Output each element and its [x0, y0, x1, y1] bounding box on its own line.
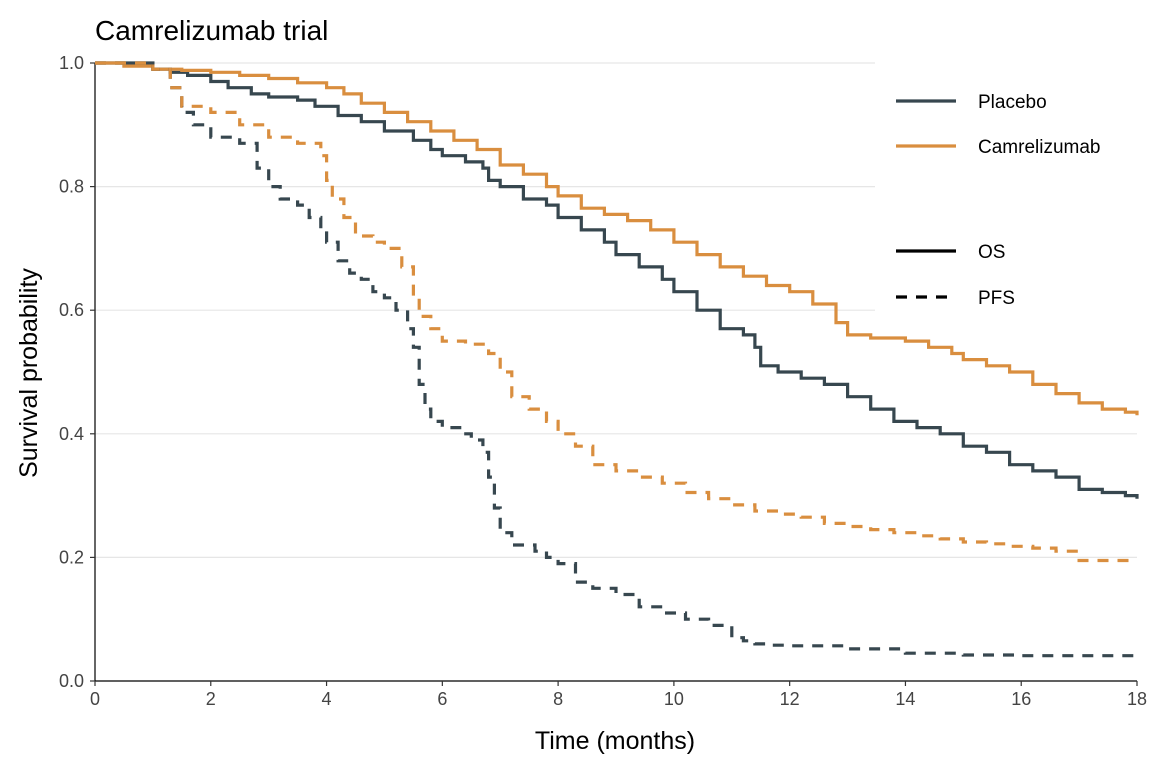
- x-tick-label-0: 0: [90, 689, 100, 709]
- y-axis-title: Survival probability: [15, 268, 43, 478]
- legend-label-os: OS: [978, 242, 1005, 263]
- x-tick-label-1: 2: [206, 689, 216, 709]
- legend: Placebo Camrelizumab OS PFS: [875, 55, 1145, 315]
- x-tick-label-8: 16: [1011, 689, 1031, 709]
- y-tick-label-4: 0.8: [59, 177, 84, 197]
- series-placebo-pfs: [95, 61, 1137, 658]
- y-tick-label-1: 0.2: [59, 547, 84, 567]
- x-tick-label-3: 6: [437, 689, 447, 709]
- legend-label-placebo: Placebo: [978, 92, 1047, 113]
- y-tick-label-0: 0.0: [59, 671, 84, 691]
- x-tick-label-4: 8: [553, 689, 563, 709]
- axes: 0.0 0.2 0.4 0.6 0.8 1.0 0 2 4 6 8 10 12 14 16 18: [59, 53, 1147, 709]
- y-tick-label-5: 1.0: [59, 53, 84, 73]
- x-tick-label-9: 18: [1127, 689, 1147, 709]
- x-axis-title: Time (months): [535, 727, 695, 755]
- legend-label-pfs: PFS: [978, 288, 1015, 309]
- x-tick-label-2: 4: [322, 689, 332, 709]
- series-lines: [95, 61, 1139, 658]
- series-placebo-os: [95, 61, 1139, 499]
- y-tick-label-2: 0.4: [59, 424, 84, 444]
- y-tick-label-3: 0.6: [59, 300, 84, 320]
- x-tick-label-6: 12: [780, 689, 800, 709]
- x-tick-label-7: 14: [895, 689, 915, 709]
- x-tick-label-5: 10: [664, 689, 684, 709]
- series-camrelizumab-os: [95, 61, 1139, 416]
- legend-background: [875, 55, 1145, 315]
- legend-label-camrelizumab: Camrelizumab: [978, 137, 1100, 158]
- chart-title: Camrelizumab trial: [95, 15, 328, 46]
